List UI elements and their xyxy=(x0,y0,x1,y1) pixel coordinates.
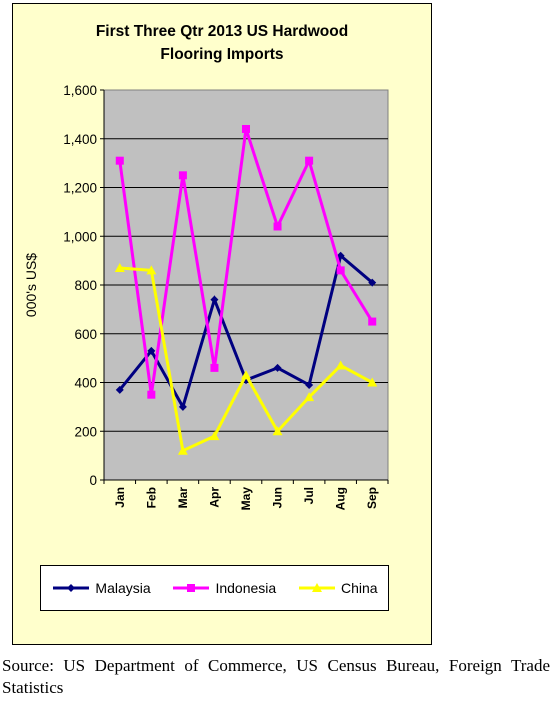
data-point-indonesia xyxy=(273,222,282,231)
data-point-china xyxy=(146,265,157,275)
y-tick-label: 0 xyxy=(89,473,97,488)
y-tick-label: 600 xyxy=(74,327,97,342)
data-point-malaysia xyxy=(210,295,219,304)
x-tick-label: Feb xyxy=(144,487,158,508)
data-point-malaysia xyxy=(305,380,314,389)
data-point-china xyxy=(114,262,125,272)
y-tick-label: 1,000 xyxy=(63,229,97,244)
x-tick-label: Apr xyxy=(207,487,221,508)
x-tick-label: Jan xyxy=(113,487,127,508)
legend-label: Indonesia xyxy=(215,580,277,596)
legend-swatch-indonesia xyxy=(173,584,210,592)
data-point-indonesia xyxy=(115,156,124,165)
data-point-malaysia xyxy=(147,346,156,355)
x-tick-label: Jun xyxy=(271,487,285,508)
series-china xyxy=(114,262,378,455)
y-tick-label: 800 xyxy=(74,278,97,293)
chart-title: First Three Qtr 2013 US Hardwood Floorin… xyxy=(95,23,349,63)
x-tick-label: May xyxy=(239,487,253,511)
data-point-china xyxy=(209,431,220,441)
data-point-indonesia xyxy=(178,171,187,180)
gridlines xyxy=(104,138,388,432)
legend-swatch-china xyxy=(299,583,335,592)
data-point-china xyxy=(335,360,346,370)
legend-item-malaysia: Malaysia xyxy=(51,580,151,596)
x-tick-label: Jul xyxy=(302,487,316,504)
data-point-indonesia xyxy=(147,390,156,399)
x-tick-label: Sep xyxy=(365,487,379,509)
data-point-malaysia xyxy=(336,251,345,260)
source-note: Source: US Department of Commerce, US Ce… xyxy=(2,656,550,697)
data-point-china xyxy=(177,445,188,455)
legend-label: China xyxy=(341,580,378,596)
data-point-indonesia xyxy=(242,125,250,133)
y-tick-label: 1,600 xyxy=(63,83,97,98)
series-group xyxy=(114,125,378,455)
data-point-indonesia xyxy=(336,266,345,275)
data-point-china xyxy=(241,370,251,380)
data-point-indonesia xyxy=(368,317,377,326)
legend-marker xyxy=(187,584,196,592)
x-tick-label: Aug xyxy=(334,487,348,510)
data-point-malaysia xyxy=(115,385,124,394)
y-tick-label: 1,400 xyxy=(63,132,97,147)
data-point-indonesia xyxy=(305,156,314,165)
series-indonesia xyxy=(115,125,377,399)
legend-item-indonesia: Indonesia xyxy=(171,580,276,596)
data-point-malaysia xyxy=(273,363,282,372)
data-point-china xyxy=(304,392,315,402)
y-axis: 0 200 400 600 800 1,000 1,200 1,400 1,600 xyxy=(63,83,105,488)
data-point-indonesia xyxy=(210,363,219,372)
data-point-malaysia xyxy=(368,278,377,287)
legend-item-china: China xyxy=(297,580,378,596)
legend: Malaysia Indonesia China xyxy=(40,565,389,611)
y-tick-label: 200 xyxy=(74,424,97,439)
y-tick-label: 1,200 xyxy=(63,181,97,196)
legend-marker xyxy=(312,583,322,592)
data-point-china xyxy=(367,377,378,387)
data-point-malaysia xyxy=(178,402,187,411)
legend-marker xyxy=(67,584,76,592)
x-axis: Jan Feb Mar Apr May Jun Jul Aug Sep xyxy=(103,479,389,511)
x-tick-label: Mar xyxy=(176,487,190,509)
y-axis-label: 000's US$ xyxy=(23,253,39,317)
legend-swatch-malaysia xyxy=(53,584,90,592)
data-point-china xyxy=(272,426,283,436)
y-tick-label: 400 xyxy=(74,376,97,391)
legend-label: Malaysia xyxy=(95,580,151,596)
